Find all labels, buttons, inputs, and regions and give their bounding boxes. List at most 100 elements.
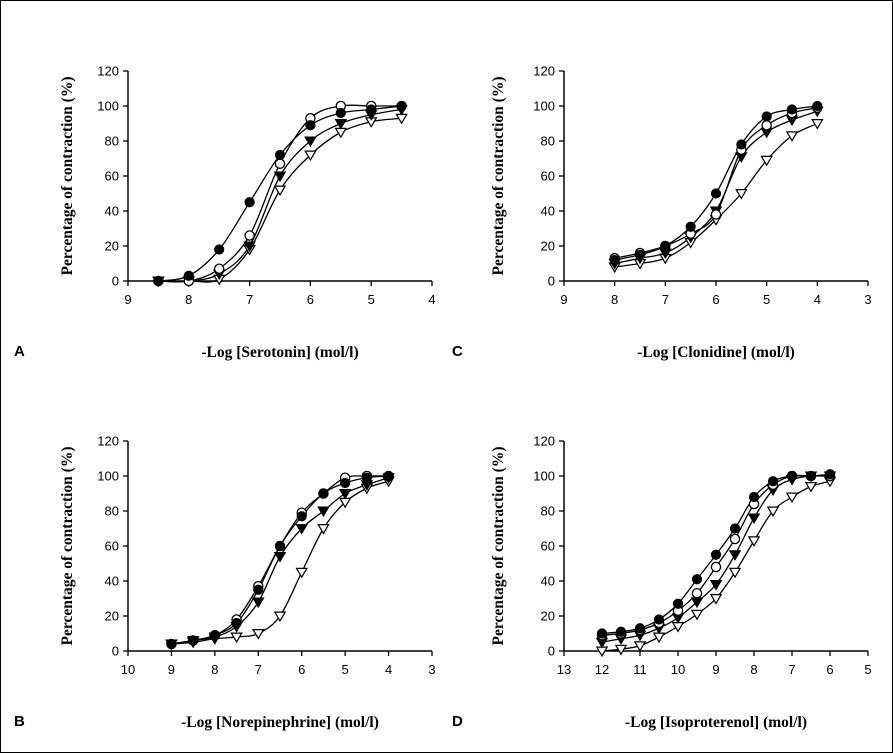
data-point-open-triangle: [614, 644, 628, 656]
panel-label: A: [14, 343, 25, 360]
x-tick-label: 12: [595, 662, 609, 677]
x-tick-label: 5: [864, 662, 871, 677]
x-tick-label: 7: [255, 662, 262, 677]
x-tick-label: 5: [763, 292, 770, 307]
y-tick-label: 80: [105, 504, 119, 519]
x-axis-label: -Log [Clonidine] (mol/l): [637, 344, 795, 361]
data-point-filled-circle: [396, 100, 407, 112]
data-point-open-triangle: [317, 523, 330, 535]
x-tick-label: 8: [211, 662, 218, 677]
data-point-open-circle: [729, 533, 741, 545]
y-tick-label: 120: [533, 64, 555, 79]
data-point-filled-circle: [274, 149, 286, 161]
series-line-filled-circle: [614, 105, 818, 261]
data-point-open-triangle: [252, 628, 265, 640]
data-point-filled-circle: [653, 614, 665, 625]
y-tick-label: 60: [105, 169, 119, 184]
y-tick-label: 100: [97, 99, 119, 114]
data-point-filled-triangle: [728, 550, 742, 561]
data-point-filled-circle: [685, 221, 696, 232]
data-point-open-circle: [710, 561, 722, 573]
y-tick-label: 60: [541, 539, 555, 554]
y-tick-label: 60: [105, 539, 119, 554]
data-point-filled-circle: [318, 488, 329, 499]
data-point-filled-triangle: [304, 136, 317, 148]
data-point-filled-triangle: [295, 523, 308, 535]
data-point-open-circle: [244, 230, 255, 241]
x-tick-label: 7: [662, 292, 669, 307]
y-tick-label: 20: [541, 239, 555, 254]
data-point-filled-triangle: [747, 513, 761, 525]
data-point-filled-circle: [761, 111, 772, 122]
x-tick-label: 8: [185, 292, 192, 307]
x-tick-label: 9: [124, 292, 131, 307]
data-point-filled-triangle: [243, 241, 256, 253]
data-point-open-circle: [761, 120, 772, 131]
data-point-open-triangle: [652, 632, 666, 644]
data-point-filled-circle: [824, 469, 836, 480]
data-point-open-circle: [213, 263, 225, 274]
x-tick-label: 13: [557, 662, 571, 677]
chart-panel-A: 0 20 40 60 80 100 120 9 8 7 6 5 4 Percentage of contr…: [14, 64, 436, 362]
y-tick-label: 0: [112, 644, 119, 659]
data-point-filled-circle: [786, 104, 798, 115]
data-point-filled-triangle: [334, 118, 348, 130]
y-tick-label: 40: [541, 204, 555, 219]
data-point-filled-circle: [615, 626, 627, 637]
data-point-open-triangle: [747, 536, 761, 547]
y-axis-label: Percentage of contraction (%): [490, 77, 507, 276]
data-point-filled-triangle: [338, 489, 352, 500]
data-point-filled-circle: [183, 270, 194, 281]
data-point-open-triangle: [304, 150, 317, 162]
x-tick-label: 7: [246, 292, 253, 307]
data-point-filled-circle: [209, 630, 220, 641]
x-tick-label: 6: [298, 662, 305, 677]
y-tick-label: 20: [105, 609, 119, 624]
y-axis-label: Percentage of contraction (%): [59, 447, 76, 646]
data-point-open-triangle: [760, 155, 773, 167]
x-tick-label: 10: [121, 662, 135, 677]
data-point-open-triangle: [334, 127, 348, 139]
x-tick-label: 9: [712, 662, 719, 677]
x-tick-label: 3: [864, 292, 871, 307]
data-point-open-triangle: [728, 567, 742, 579]
data-point-filled-circle: [736, 139, 747, 150]
data-point-filled-triangle: [273, 551, 287, 563]
y-axis-label: Percentage of contraction (%): [490, 447, 507, 646]
data-point-filled-circle: [596, 628, 608, 639]
data-point-filled-circle: [660, 240, 671, 252]
data-point-filled-circle: [366, 104, 377, 115]
panel-label: D: [452, 713, 463, 730]
x-tick-label: 6: [307, 292, 314, 307]
y-tick-label: 80: [105, 134, 119, 149]
data-point-filled-circle: [274, 540, 286, 552]
data-point-filled-circle: [634, 623, 646, 634]
x-tick-label: 6: [712, 292, 719, 307]
data-point-filled-circle: [383, 470, 394, 482]
data-point-open-triangle: [785, 131, 799, 142]
x-tick-label: 11: [633, 662, 647, 677]
y-tick-label: 80: [541, 134, 555, 149]
data-point-filled-circle: [296, 511, 307, 522]
x-tick-label: 9: [168, 662, 175, 677]
x-axis-label: -Log [Isoproterenol] (mol/l): [625, 714, 807, 731]
x-axis-label: -Log [Serotonin] (mol/l): [201, 344, 358, 361]
data-point-filled-circle: [340, 477, 351, 489]
data-point-filled-circle: [729, 523, 741, 534]
data-point-filled-triangle: [273, 171, 287, 183]
data-point-open-triangle: [273, 185, 287, 197]
data-point-filled-circle: [710, 188, 722, 199]
data-point-open-triangle: [690, 609, 704, 621]
x-axis-label: -Log [Norepinephrine] (mol/l): [181, 714, 379, 731]
data-point-filled-circle: [305, 120, 316, 131]
series-line-open-triangle: [158, 117, 402, 283]
data-point-filled-circle: [153, 275, 164, 287]
x-tick-label: 10: [671, 662, 685, 677]
x-tick-label: 9: [560, 292, 567, 307]
y-tick-label: 40: [105, 574, 119, 589]
data-point-filled-circle: [188, 635, 199, 646]
y-tick-label: 20: [541, 609, 555, 624]
data-point-filled-circle: [231, 617, 242, 629]
data-point-open-triangle: [671, 621, 685, 633]
